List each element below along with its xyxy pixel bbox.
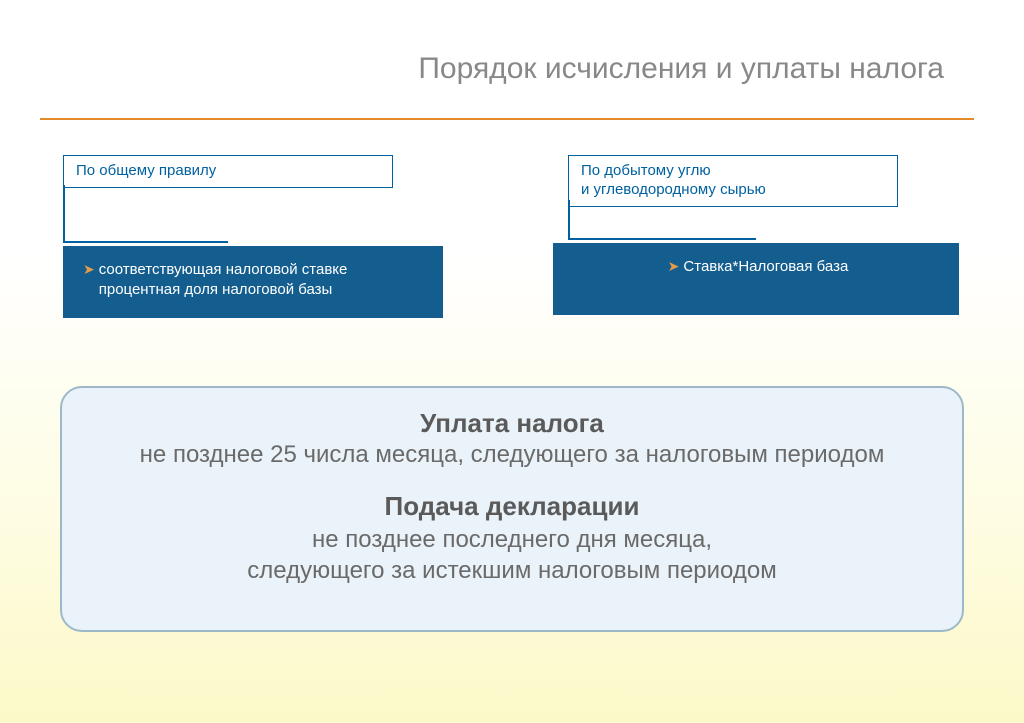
content-left-text: соответствующая налоговой ставке процент… [99,260,427,301]
label-left: По общему правилу [63,155,393,188]
connector-right-h [568,238,756,240]
slide: Порядок исчисления и уплаты налога По об… [0,0,1024,723]
connector-left-v [63,185,65,243]
slide-title: Порядок исчисления и уплаты налога [0,52,984,86]
connector-right-v [568,200,570,240]
bullet-icon: ➤ [83,260,95,301]
content-right-row: ➤ Ставка*Налоговая база [573,257,943,277]
content-left-row: ➤ соответствующая налоговой ставке проце… [83,260,427,301]
content-left: ➤ соответствующая налоговой ставке проце… [63,246,443,318]
info-heading-2: Подача декларации [92,491,932,522]
connector-left-h [63,241,228,243]
info-body2-line1: не позднее последнего дня месяца, [312,526,712,553]
content-right: ➤ Ставка*Налоговая база [553,243,959,315]
info-body2-line2: следующего за истекшим налоговым периодо… [247,557,776,584]
info-body-2: не позднее последнего дня месяца, следую… [92,524,932,586]
label-right-line2: и углеводородному сырью [581,181,885,200]
label-left-text: По общему правилу [76,162,216,179]
info-heading-1: Уплата налога [92,408,932,439]
content-right-text: Ставка*Налоговая база [683,257,848,277]
label-right: По добытому углю и углеводородному сырью [568,155,898,207]
bullet-icon: ➤ [668,257,680,277]
info-box: Уплата налога не позднее 25 числа месяца… [60,386,964,632]
info-body-1: не позднее 25 числа месяца, следующего з… [92,441,932,469]
title-divider [40,118,974,120]
label-right-line1: По добытому углю [581,162,885,181]
